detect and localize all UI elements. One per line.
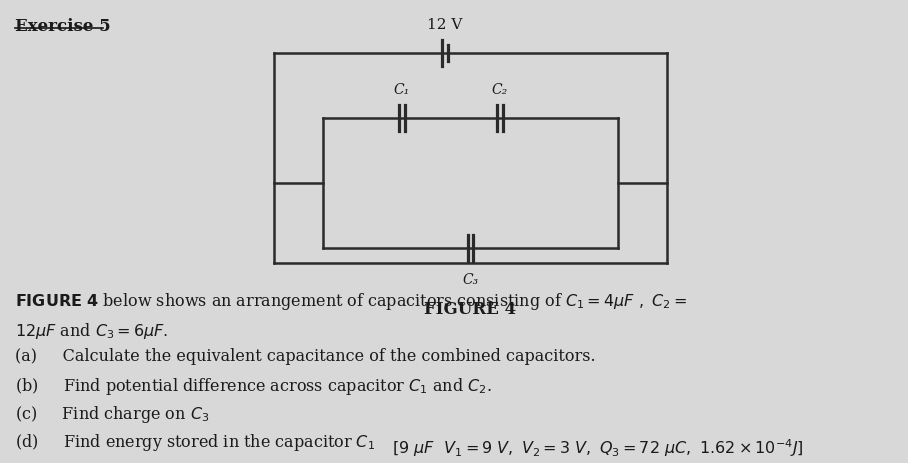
- Text: (d)     Find energy stored in the capacitor $C_1$: (d) Find energy stored in the capacitor …: [15, 432, 375, 453]
- Text: $\bf{FIGURE\ 4}$ below shows an arrangement of capacitors consisting of $C_1 = 4: $\bf{FIGURE\ 4}$ below shows an arrangem…: [15, 291, 687, 312]
- Text: Exercise 5: Exercise 5: [15, 18, 111, 35]
- Text: (c)     Find charge on $C_3$: (c) Find charge on $C_3$: [15, 404, 209, 425]
- Text: C₂: C₂: [492, 83, 508, 97]
- Text: (a)     Calculate the equivalent capacitance of the combined capacitors.: (a) Calculate the equivalent capacitance…: [15, 348, 596, 365]
- Text: FIGURE 4: FIGURE 4: [424, 301, 517, 318]
- Text: $12\mu F$ and $C_3 = 6\mu F.$: $12\mu F$ and $C_3 = 6\mu F.$: [15, 321, 168, 341]
- Text: C₁: C₁: [394, 83, 410, 97]
- Text: C₃: C₃: [462, 273, 479, 287]
- Text: (b)     Find potential difference across capacitor $C_1$ and $C_2$.: (b) Find potential difference across cap…: [15, 376, 491, 397]
- Text: 12 V: 12 V: [428, 18, 463, 32]
- Text: $[9\ \mu F\ \ V_1 = 9\ V,\ V_2 = 3\ V,\ Q_3 = 72\ \mu C,\ 1.62\times10^{-4}J]$: $[9\ \mu F\ \ V_1 = 9\ V,\ V_2 = 3\ V,\ …: [392, 437, 804, 459]
